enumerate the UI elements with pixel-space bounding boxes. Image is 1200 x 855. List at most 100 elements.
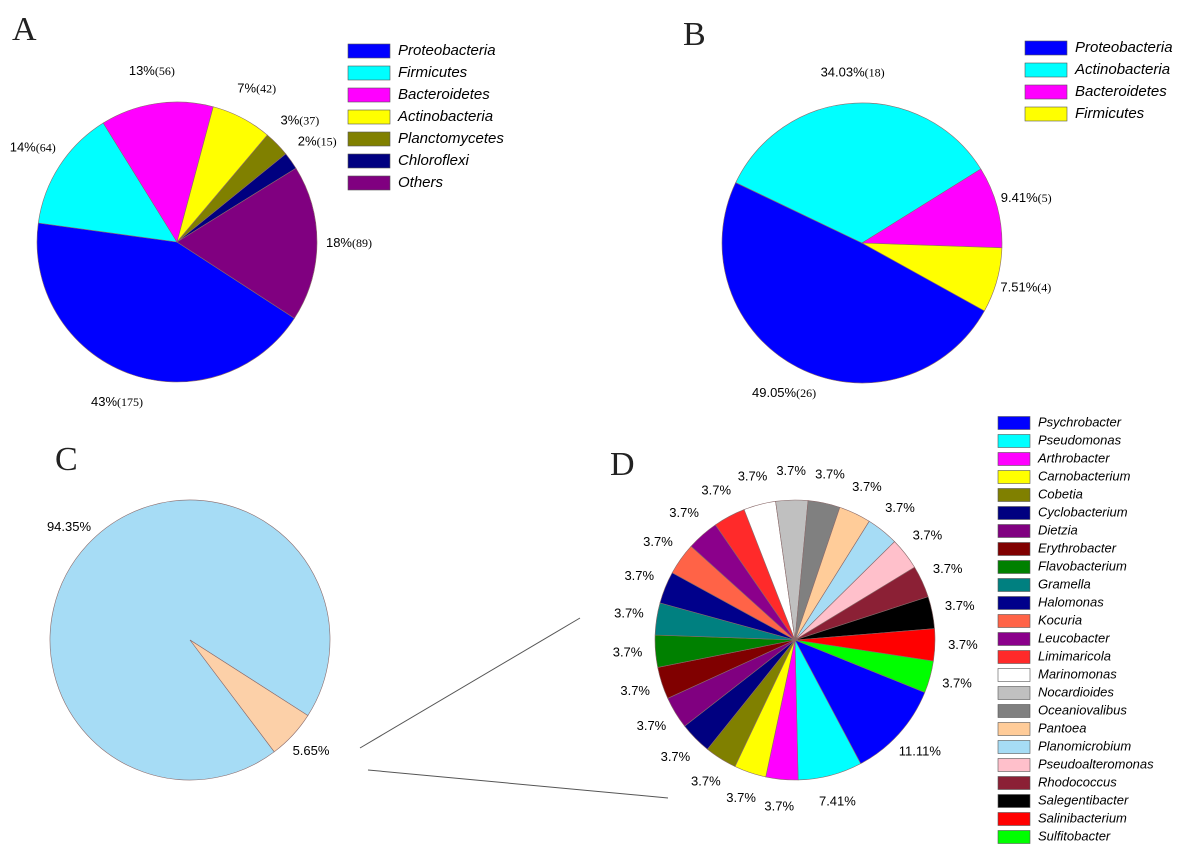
data-label: 3.7% <box>624 568 654 583</box>
legend-label: Arthrobacter <box>1037 450 1110 465</box>
data-label: 3.7% <box>726 791 756 806</box>
data-label-value: 49.05% <box>752 386 797 401</box>
data-label-value: 3.7% <box>624 568 654 583</box>
legend-swatch <box>997 542 1031 556</box>
panel-label: D <box>610 446 635 483</box>
data-label-value: 3.7% <box>933 561 963 576</box>
legend-label: Leucobacter <box>1038 630 1110 645</box>
legend-label: Firmicutes <box>398 64 468 81</box>
legend-label: Cobetia <box>1038 486 1083 501</box>
pie-slice <box>37 122 178 243</box>
legend-swatch <box>347 65 391 81</box>
legend-swatch <box>347 43 391 59</box>
data-label-value: 9.41% <box>1001 191 1038 206</box>
data-label: 3.7% <box>948 637 978 652</box>
data-label: 9.41%(5) <box>1001 191 1052 206</box>
data-label: 3.7% <box>661 749 691 764</box>
legend-label: Pseudoalteromonas <box>1038 756 1154 771</box>
legend-swatch <box>997 650 1031 664</box>
data-label-count: (89) <box>352 236 372 250</box>
data-label-value: 34.03% <box>821 65 866 80</box>
legend-swatch <box>997 722 1031 736</box>
legend-label: Bacteroidetes <box>1075 83 1167 100</box>
data-label-value: 5.65% <box>293 744 330 759</box>
legend-swatch <box>997 506 1031 520</box>
legend-swatch <box>997 776 1031 790</box>
legend-label: Psychrobacter <box>1038 414 1122 429</box>
data-label: 3.7% <box>815 467 845 482</box>
data-label: 3.7% <box>614 606 644 621</box>
data-label: 94.35% <box>47 519 92 534</box>
legend-swatch <box>1024 106 1068 122</box>
data-label: 34.03%(18) <box>821 65 885 80</box>
data-label: 3.7% <box>913 528 943 543</box>
data-label-value: 7% <box>237 81 256 96</box>
legend-swatch <box>347 175 391 191</box>
legend-label: Dietzia <box>1038 522 1078 537</box>
pie-slice <box>861 242 1003 312</box>
legend-swatch <box>997 740 1031 754</box>
legend-label: Nocardioides <box>1038 684 1114 699</box>
data-label-value: 3.7% <box>691 774 721 789</box>
pie-slice <box>176 167 318 319</box>
legend-swatch <box>997 452 1031 466</box>
legend-swatch <box>997 704 1031 718</box>
data-label: 3.7% <box>643 534 673 549</box>
legend-label: Salinibacterium <box>1038 810 1127 825</box>
data-label-value: 3.7% <box>701 483 731 498</box>
data-label-value: 3.7% <box>885 500 915 515</box>
legend-swatch <box>997 758 1031 772</box>
legend-swatch <box>997 830 1031 844</box>
data-label-count: (175) <box>117 395 143 409</box>
legend-label: Carnobacterium <box>1038 468 1131 483</box>
legend-label: Gramella <box>1038 576 1091 591</box>
data-label: 2%(15) <box>298 134 337 149</box>
data-label-value: 3.7% <box>620 683 650 698</box>
data-label-value: 3.7% <box>613 645 643 660</box>
legend-label: Others <box>398 174 444 191</box>
connector-line <box>359 617 581 749</box>
data-label-value: 13% <box>129 63 155 78</box>
data-label: 3.7% <box>776 463 806 478</box>
data-label-value: 3.7% <box>614 606 644 621</box>
legend-label: Marinomonas <box>1038 666 1117 681</box>
data-label: 3.7% <box>691 774 721 789</box>
legend-swatch <box>997 686 1031 700</box>
data-label-value: 3.7% <box>738 469 768 484</box>
data-label: 3.7% <box>885 500 915 515</box>
connector-line <box>367 769 669 799</box>
data-label: 14%(64) <box>10 140 56 155</box>
data-label: 3.7% <box>613 645 643 660</box>
data-label: 3.7% <box>933 561 963 576</box>
data-label-value: 7.41% <box>819 794 856 809</box>
pie-slice <box>721 182 985 384</box>
legend-swatch <box>997 596 1031 610</box>
data-label: 7.41% <box>819 794 856 809</box>
data-label: 3.7% <box>738 469 768 484</box>
data-label-value: 3.7% <box>764 799 794 814</box>
panel-label: A <box>12 11 37 48</box>
data-label: 18%(89) <box>326 235 372 250</box>
legend-label: Planomicrobium <box>1038 738 1131 753</box>
legend-swatch <box>347 153 391 169</box>
legend-label: Flavobacterium <box>1038 558 1127 573</box>
legend-label: Salegentibacter <box>1038 792 1129 807</box>
data-label-count: (42) <box>256 81 276 95</box>
data-label: 3.7% <box>637 719 667 734</box>
pie-slice <box>189 639 309 753</box>
legend-swatch <box>997 632 1031 646</box>
data-label-count: (64) <box>36 140 56 154</box>
data-label-count: (5) <box>1038 191 1052 205</box>
legend-label: Cyclobacterium <box>1038 504 1128 519</box>
data-label-value: 3.7% <box>726 791 756 806</box>
legend-swatch <box>1024 40 1068 56</box>
legend-label: Oceaniovalibus <box>1038 702 1127 717</box>
legend-swatch <box>997 434 1031 448</box>
legend-swatch <box>997 614 1031 628</box>
data-label: 3.7% <box>620 683 650 698</box>
data-label-value: 3.7% <box>852 480 882 495</box>
legend-swatch <box>997 812 1031 826</box>
data-label-count: (26) <box>796 386 816 400</box>
data-label-value: 14% <box>10 140 36 155</box>
